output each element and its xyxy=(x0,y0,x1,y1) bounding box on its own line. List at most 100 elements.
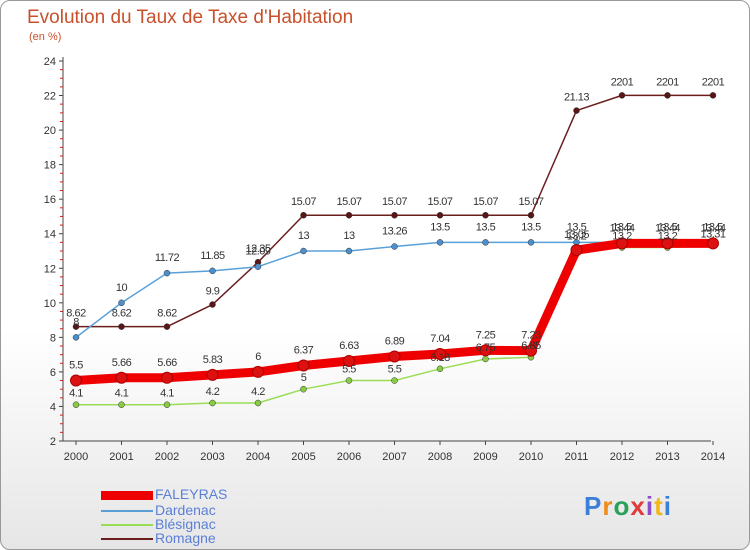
x-tick-label: 2001 xyxy=(109,451,133,463)
data-label: 6.37 xyxy=(294,345,314,357)
legend-swatch xyxy=(101,510,153,513)
data-label: 5.66 xyxy=(157,357,177,369)
data-point xyxy=(479,344,492,357)
x-tick-label: 2009 xyxy=(473,451,497,463)
data-label: 4.2 xyxy=(206,386,220,398)
y-tick-label: 8 xyxy=(50,332,56,344)
data-point xyxy=(482,355,489,363)
data-label: 6.85 xyxy=(521,340,541,352)
x-tick-label: 2011 xyxy=(565,451,589,463)
data-label: 13.5 xyxy=(703,221,723,233)
data-point xyxy=(254,399,262,407)
data-label: 8 xyxy=(73,316,79,328)
data-point xyxy=(118,299,125,307)
data-point xyxy=(391,211,398,219)
chart-title: Evolution du Taux de Taxe d'Habitation xyxy=(27,7,354,28)
data-point xyxy=(661,237,674,250)
legend-swatch xyxy=(101,538,153,541)
data-point xyxy=(297,359,310,372)
legend-label: Dardenac xyxy=(155,502,216,518)
data-label: 2201 xyxy=(702,76,725,88)
x-tick-label: 2012 xyxy=(610,451,634,463)
data-label: 13.44 xyxy=(655,222,680,234)
legend-swatch xyxy=(101,524,153,527)
data-point xyxy=(118,401,125,408)
data-point xyxy=(209,267,216,275)
data-label: 9.9 xyxy=(206,286,220,298)
data-label: 13.5 xyxy=(476,221,496,233)
data-point xyxy=(206,368,219,381)
data-label: 11.72 xyxy=(155,252,180,264)
data-label: 5.5 xyxy=(388,364,402,376)
data-label: 15.07 xyxy=(291,196,316,208)
y-tick-label: 12 xyxy=(44,263,56,275)
data-label: 13.5 xyxy=(658,221,678,233)
data-label: 8.62 xyxy=(157,308,177,320)
data-label: 13.44 xyxy=(609,222,634,234)
data-label: 7.04 xyxy=(430,333,450,345)
x-tick-label: 2005 xyxy=(291,451,315,463)
data-label: 10 xyxy=(116,282,128,294)
data-label: 6.63 xyxy=(339,340,359,352)
data-label: 7.25 xyxy=(476,329,496,341)
data-point xyxy=(72,334,80,341)
data-label: 13.31 xyxy=(700,229,725,241)
legend-item: Dardenac xyxy=(101,502,216,518)
data-point xyxy=(388,350,401,363)
data-point xyxy=(436,211,444,219)
data-point xyxy=(709,92,717,99)
data-point xyxy=(300,211,307,219)
y-tick-label: 4 xyxy=(50,401,56,413)
data-label: 11.85 xyxy=(200,250,225,262)
data-point xyxy=(527,211,535,219)
data-label: 13.2 xyxy=(567,231,587,243)
data-point xyxy=(252,365,264,378)
data-point xyxy=(434,347,446,360)
data-point xyxy=(300,247,307,255)
data-label: 15.07 xyxy=(473,196,498,208)
data-point xyxy=(118,323,125,330)
data-label: 13.5 xyxy=(430,221,450,233)
x-tick-label: 2008 xyxy=(428,451,452,463)
data-label: 13 xyxy=(343,230,355,242)
data-label: 2201 xyxy=(656,76,679,88)
data-label: 2201 xyxy=(611,76,634,88)
legend-label: Romagne xyxy=(155,530,216,546)
data-label: 15.07 xyxy=(518,196,543,208)
data-label: 15.07 xyxy=(427,196,452,208)
x-tick-label: 2002 xyxy=(155,451,179,463)
data-label: 4.1 xyxy=(160,388,174,400)
data-label: 6.89 xyxy=(385,336,405,348)
logo-letter: x xyxy=(630,491,646,521)
data-label: 5.83 xyxy=(203,354,223,366)
data-point xyxy=(391,377,398,384)
data-label: 13.2 xyxy=(612,231,632,243)
x-tick-label: 2006 xyxy=(337,451,361,463)
data-label: 4.2 xyxy=(251,386,265,398)
data-point xyxy=(163,269,171,277)
data-point xyxy=(527,239,535,246)
data-label: 5.66 xyxy=(112,357,132,369)
data-point xyxy=(345,247,353,255)
data-label: 15.07 xyxy=(382,196,407,208)
data-point xyxy=(573,107,580,114)
data-label: 13.05 xyxy=(564,229,589,241)
data-point xyxy=(345,377,353,384)
legend-label: FALEYRAS xyxy=(155,486,228,502)
data-point xyxy=(707,237,719,250)
y-tick-label: 14 xyxy=(44,229,56,241)
data-point xyxy=(345,211,353,219)
data-point xyxy=(482,211,489,219)
data-label: 13.26 xyxy=(382,226,407,238)
data-label: 13.5 xyxy=(567,221,587,233)
data-label: 6.75 xyxy=(476,342,496,354)
data-point xyxy=(70,374,82,387)
data-label: 15.07 xyxy=(336,196,361,208)
logo-letter: o xyxy=(613,491,631,521)
y-tick-label: 18 xyxy=(44,160,56,172)
y-tick-label: 22 xyxy=(44,91,56,103)
x-tick-label: 2010 xyxy=(519,451,543,463)
data-label: 7.23 xyxy=(521,330,541,342)
